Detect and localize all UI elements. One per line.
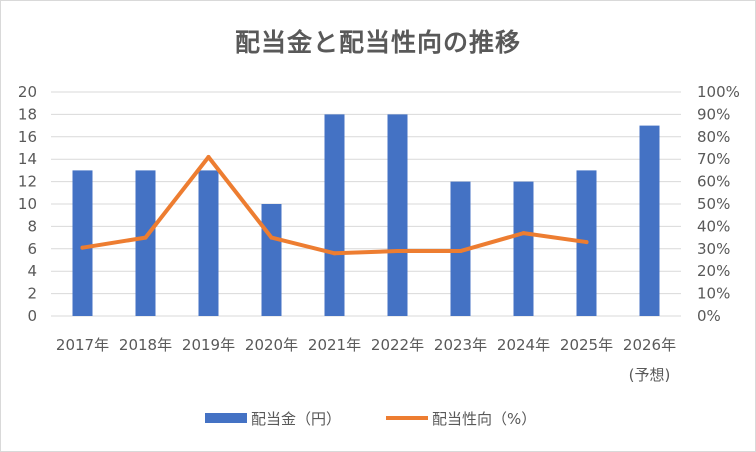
legend-swatch-bar — [205, 413, 247, 423]
x-tick-label: 2023年 — [434, 336, 487, 354]
line-point — [269, 235, 274, 240]
y-left-tick-label: 0 — [27, 307, 37, 325]
chart-title: 配当金と配当性向の推移 — [234, 28, 521, 57]
bar — [135, 170, 156, 316]
line-point — [584, 240, 589, 245]
y-right-tick-label: 40% — [697, 217, 730, 235]
line-point — [458, 249, 463, 254]
y-right-tick-label: 0% — [697, 307, 721, 325]
y-left-tick-label: 6 — [27, 240, 37, 258]
y-left-tick-label: 4 — [27, 262, 37, 280]
bar — [72, 170, 93, 316]
y-right-tick-label: 100% — [697, 83, 740, 101]
y-left-tick-label: 10 — [18, 195, 37, 213]
x-tick-label: 2020年 — [245, 336, 298, 354]
x-tick-label: 2025年 — [560, 336, 613, 354]
line-point — [521, 231, 526, 236]
x-tick-label: 2021年 — [308, 336, 361, 354]
bar — [261, 204, 282, 316]
y-right-tick-label: 60% — [697, 173, 730, 191]
line-point — [206, 154, 211, 159]
line-point — [143, 235, 148, 240]
legend-label-line: 配当性向（%） — [432, 410, 536, 428]
y-left-tick-label: 2 — [27, 285, 37, 303]
y-left-tick-label: 20 — [18, 83, 37, 101]
legend-label-bar: 配当金（円） — [251, 410, 341, 428]
bar — [639, 125, 660, 316]
y-right-tick-label: 10% — [697, 285, 730, 303]
y-right-tick-label: 20% — [697, 262, 730, 280]
bar — [387, 114, 408, 317]
x-tick-sublabel: (予想) — [629, 366, 671, 384]
x-tick-label: 2022年 — [371, 336, 424, 354]
line-point — [395, 249, 400, 254]
x-tick-label: 2018年 — [119, 336, 172, 354]
x-tick-label: 2019年 — [182, 336, 235, 354]
x-tick-label: 2026年 — [623, 336, 676, 354]
bar — [513, 181, 534, 316]
y-right-tick-label: 30% — [697, 240, 730, 258]
y-right-tick-label: 50% — [697, 195, 730, 213]
bar — [324, 114, 345, 317]
y-right-tick-label: 90% — [697, 105, 730, 123]
x-tick-label: 2024年 — [497, 336, 550, 354]
y-left-tick-label: 8 — [27, 217, 37, 235]
line-point — [80, 245, 85, 250]
y-left-tick-label: 14 — [18, 150, 37, 168]
y-right-tick-label: 70% — [697, 150, 730, 168]
bar — [450, 181, 471, 316]
y-left-tick-label: 16 — [18, 128, 37, 146]
line-point — [332, 251, 337, 256]
y-left-tick-label: 18 — [18, 105, 37, 123]
y-right-tick-label: 80% — [697, 128, 730, 146]
y-left-tick-label: 12 — [18, 173, 37, 191]
bar — [198, 170, 219, 316]
x-tick-label: 2017年 — [56, 336, 109, 354]
